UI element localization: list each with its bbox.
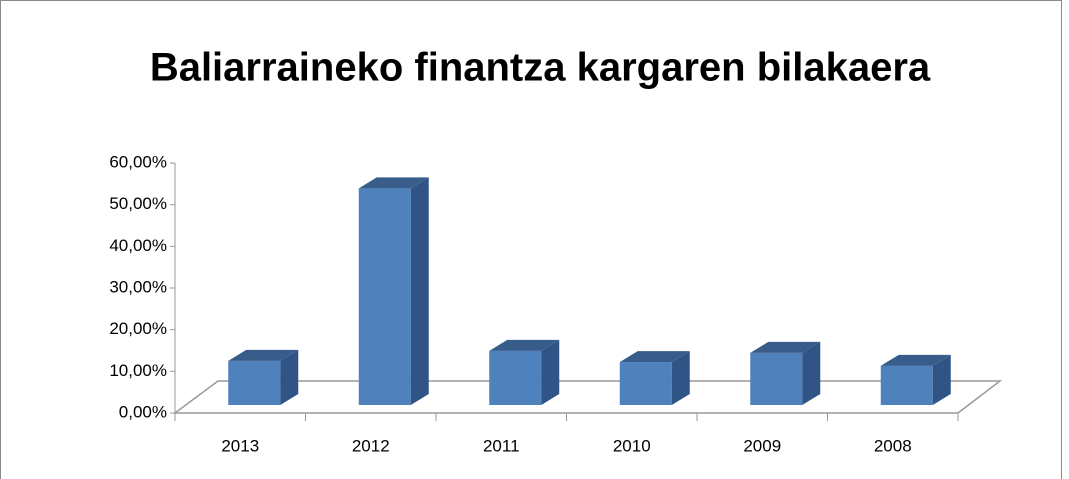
y-tick-label: 20,00% bbox=[109, 319, 167, 338]
bar-front bbox=[358, 188, 411, 405]
y-tick-label: 40,00% bbox=[109, 236, 167, 255]
bar-top bbox=[358, 177, 429, 189]
x-tick-label: 2013 bbox=[221, 436, 259, 455]
bar-side bbox=[932, 354, 951, 405]
x-tick-label: 2010 bbox=[613, 436, 651, 455]
bar-side bbox=[671, 351, 690, 405]
bar-front bbox=[750, 352, 803, 405]
bar-side bbox=[541, 339, 560, 405]
x-tick-label: 2012 bbox=[352, 436, 390, 455]
x-tick-label: 2008 bbox=[874, 436, 912, 455]
bar-top bbox=[880, 354, 951, 366]
chart-title: Baliarraineko finantza kargaren bilakaer… bbox=[150, 46, 931, 90]
bar-front bbox=[228, 360, 281, 405]
y-tick-label: 0,00% bbox=[119, 402, 167, 421]
x-tick-label: 2011 bbox=[483, 436, 520, 455]
bar-side bbox=[802, 341, 821, 405]
y-tick-label: 30,00% bbox=[109, 277, 167, 296]
y-tick-label: 60,00% bbox=[109, 152, 167, 171]
bar-top bbox=[750, 341, 821, 353]
bar-top bbox=[228, 349, 299, 361]
y-tick-label: 10,00% bbox=[109, 361, 167, 380]
y-tick-label: 50,00% bbox=[109, 194, 167, 213]
bar-top bbox=[619, 351, 690, 363]
bar-front bbox=[619, 362, 672, 405]
bar-side bbox=[410, 177, 429, 405]
bar-side bbox=[280, 349, 299, 405]
x-tick-label: 2009 bbox=[743, 436, 781, 455]
bar-top bbox=[489, 339, 560, 351]
bar-front bbox=[489, 350, 542, 405]
bar-front bbox=[880, 365, 933, 405]
